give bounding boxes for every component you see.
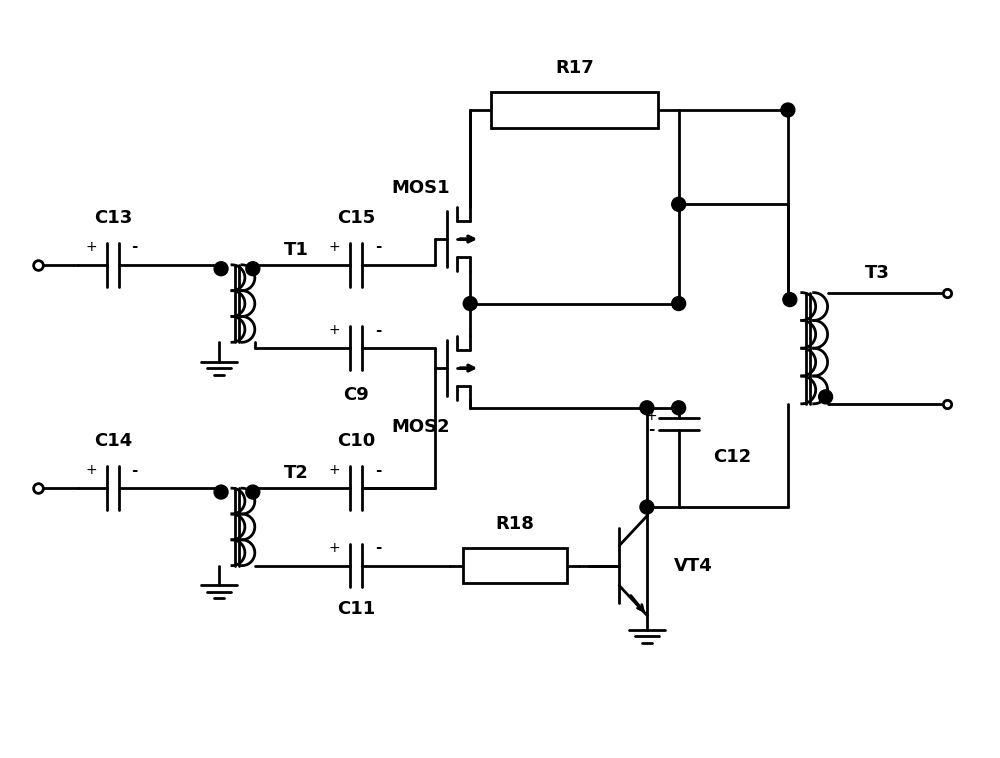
Text: +: + (85, 240, 97, 254)
Bar (463, 548, 567, 584)
Text: -: - (375, 323, 381, 338)
Text: VT4: VT4 (674, 556, 712, 575)
Text: +: + (328, 240, 340, 254)
Circle shape (246, 262, 260, 276)
Text: R18: R18 (495, 515, 534, 533)
Circle shape (640, 401, 654, 415)
Text: +: + (328, 463, 340, 478)
Text: -: - (132, 463, 138, 478)
Circle shape (214, 485, 228, 499)
Circle shape (463, 296, 477, 311)
Circle shape (672, 401, 686, 415)
Circle shape (672, 197, 686, 211)
Text: +: + (645, 409, 657, 423)
Circle shape (672, 296, 686, 311)
Text: C13: C13 (94, 209, 132, 227)
Text: +: + (328, 324, 340, 337)
Text: T3: T3 (865, 264, 890, 282)
Text: C14: C14 (94, 433, 132, 450)
Text: T1: T1 (284, 241, 309, 259)
Text: C12: C12 (713, 449, 752, 466)
Text: R17: R17 (555, 59, 594, 77)
Text: T2: T2 (284, 464, 309, 482)
Text: +: + (85, 463, 97, 478)
Text: MOS2: MOS2 (391, 418, 450, 436)
Text: -: - (375, 240, 381, 255)
Circle shape (246, 485, 260, 499)
Text: MOS1: MOS1 (391, 180, 450, 197)
Text: C10: C10 (337, 433, 375, 450)
Text: C9: C9 (343, 386, 369, 404)
Text: -: - (375, 463, 381, 478)
Circle shape (214, 262, 228, 276)
Bar (491, 92, 658, 128)
Circle shape (640, 500, 654, 514)
Text: +: + (328, 540, 340, 555)
Text: -: - (648, 422, 654, 437)
Text: C11: C11 (337, 600, 375, 619)
Text: -: - (132, 240, 138, 255)
Text: C15: C15 (337, 209, 375, 227)
Circle shape (781, 103, 795, 117)
Circle shape (783, 293, 797, 306)
Text: -: - (375, 540, 381, 556)
Circle shape (819, 390, 833, 404)
